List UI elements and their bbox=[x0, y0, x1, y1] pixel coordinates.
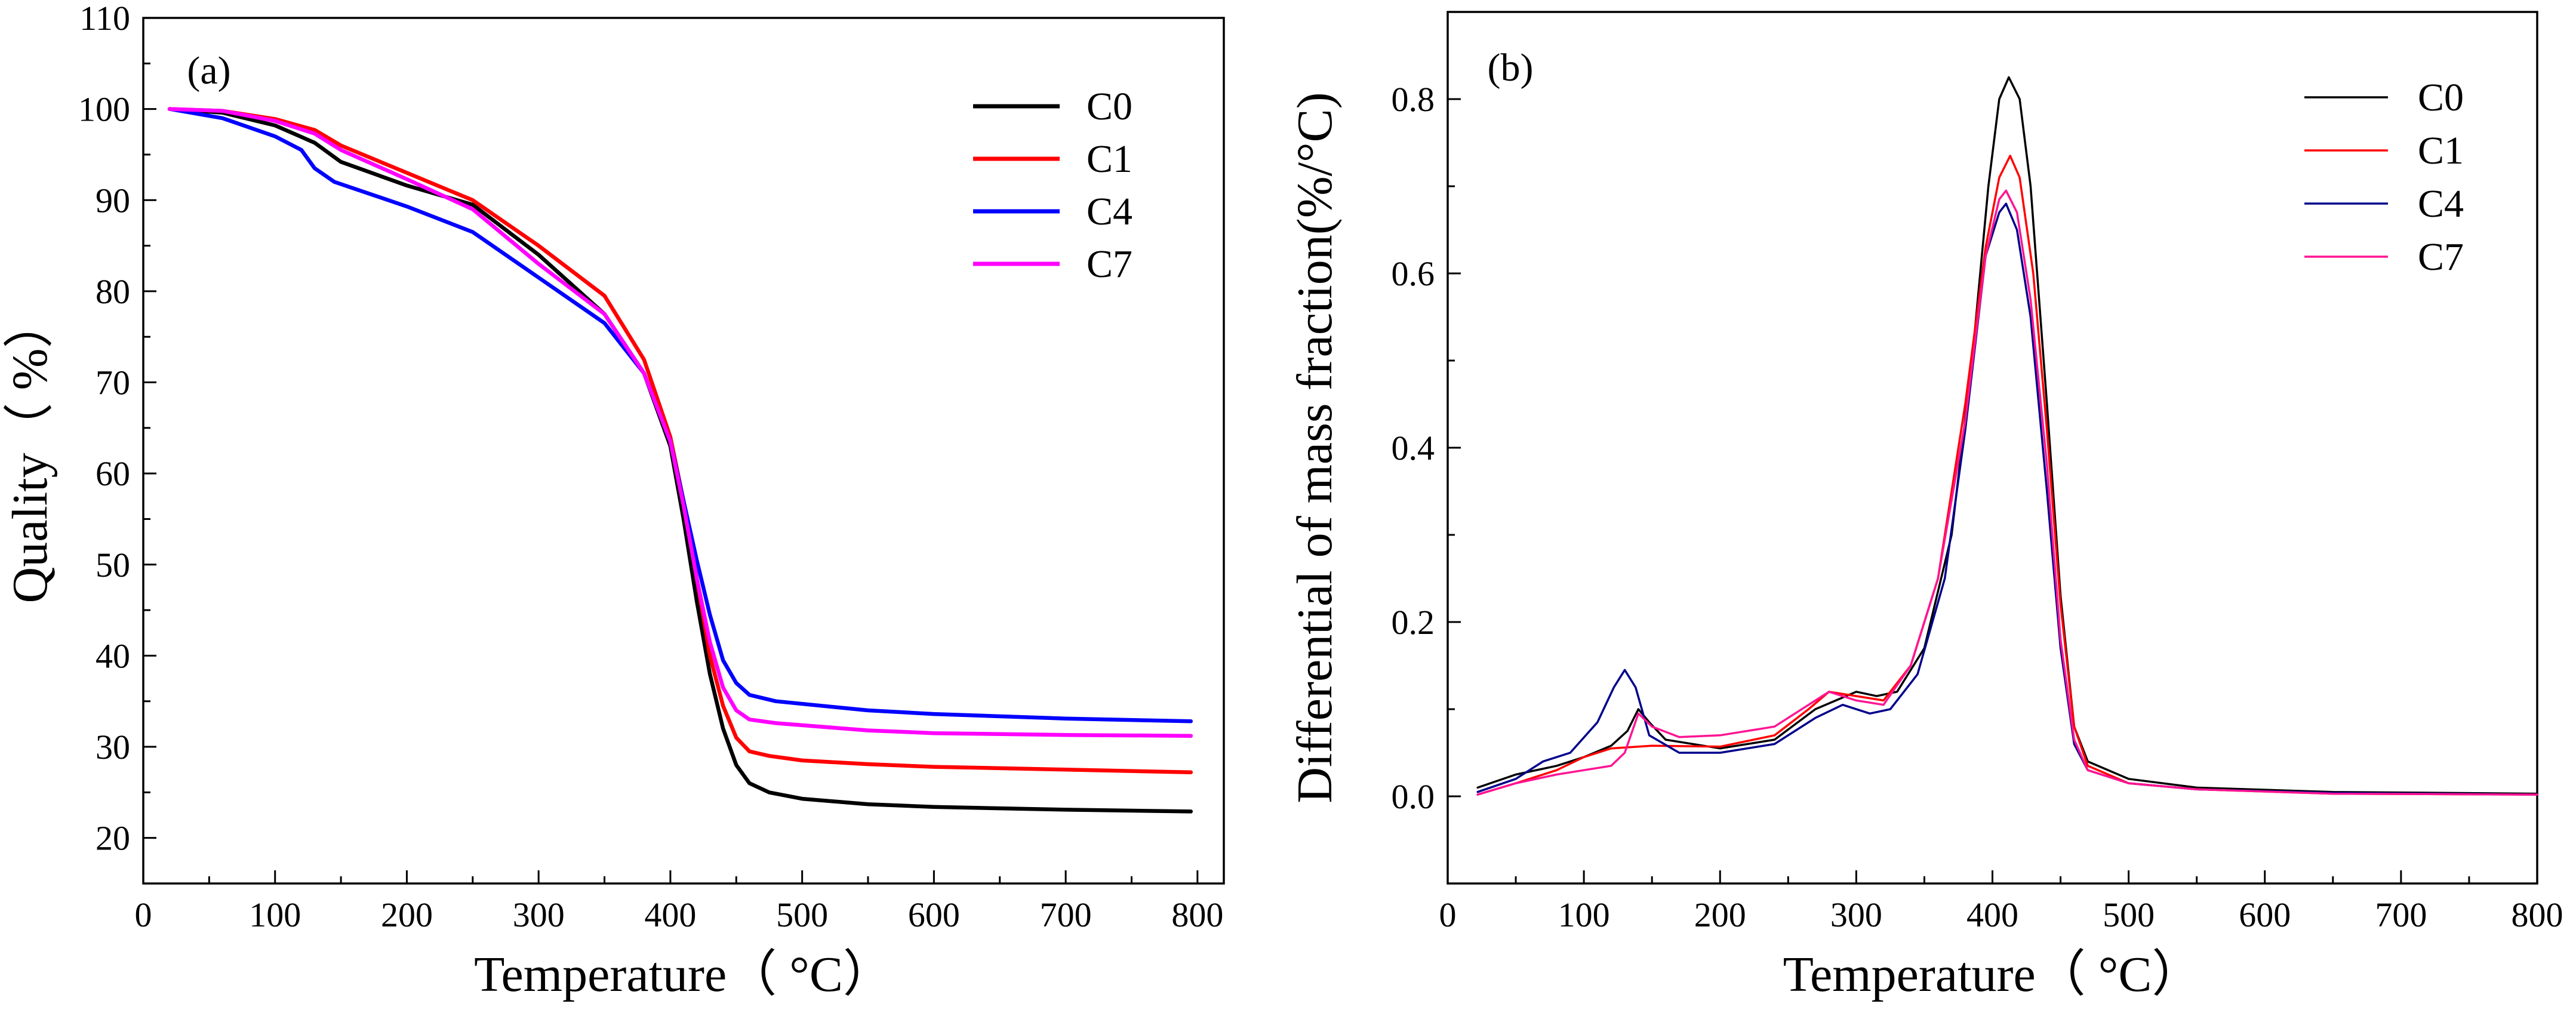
y-tick-label-b: 0.2 bbox=[1392, 603, 1435, 642]
y-tick-label-a: 100 bbox=[78, 90, 130, 129]
panel-label-a: (a) bbox=[187, 49, 230, 93]
y-tick-label-b: 0.6 bbox=[1392, 254, 1435, 293]
series-line-c7-a bbox=[167, 107, 1193, 738]
series-line-c4-a bbox=[167, 107, 1193, 723]
series-line-c1-b bbox=[1476, 155, 2538, 796]
series-line-c1-a bbox=[167, 107, 1193, 775]
series-line-c7-b bbox=[1476, 189, 2538, 796]
x-tick-label-a: 600 bbox=[908, 895, 960, 934]
y-axis-label-b: Differential of mass fraction(%/°C) bbox=[1287, 92, 1343, 803]
y-tick-label-a: 20 bbox=[96, 819, 130, 858]
chart-panel-b: 0 100 200 300 400 500 600 700 800 0.0 0.2 0.4 0.6 0.8… bbox=[1287, 11, 2563, 1002]
x-tick-label-a: 100 bbox=[249, 895, 301, 934]
series-line-c4-b bbox=[1476, 202, 2538, 796]
y-tick-label-a: 80 bbox=[96, 272, 130, 311]
x-tick-label-b: 600 bbox=[2239, 895, 2291, 934]
plot-frame-a bbox=[142, 17, 1225, 885]
x-tick-label-b: 300 bbox=[1830, 895, 1882, 934]
x-tick-label-a: 800 bbox=[1171, 895, 1223, 934]
x-axis-label-b: Temperature（ °C） bbox=[1783, 947, 2202, 1002]
x-tick-label-b: 500 bbox=[2103, 895, 2155, 934]
x-tick-label-a: 700 bbox=[1040, 895, 1092, 934]
legend-label-c1-a: C1 bbox=[1087, 137, 1132, 181]
y-tick-label-a: 90 bbox=[96, 181, 130, 220]
x-tick-label-b: 700 bbox=[2375, 895, 2427, 934]
y-tick-label-a: 70 bbox=[96, 364, 130, 402]
x-tick-label-b: 0 bbox=[1439, 895, 1457, 934]
x-tick-label-a: 400 bbox=[644, 895, 696, 934]
panel-label-b: (b) bbox=[1488, 46, 1534, 90]
y-tick-label-a: 50 bbox=[96, 546, 130, 584]
legend-label-c4-a: C4 bbox=[1087, 190, 1132, 233]
x-tick-label-a: 0 bbox=[135, 895, 152, 934]
legend-a: C0 C1 C4 C7 bbox=[973, 85, 1132, 286]
x-tick-label-a: 300 bbox=[513, 895, 565, 934]
plot-frame-b bbox=[1447, 11, 2538, 885]
legend-label-c0-a: C0 bbox=[1087, 85, 1132, 128]
series-line-c0-b bbox=[1476, 76, 2538, 795]
x-tick-label-b: 200 bbox=[1694, 895, 1746, 934]
legend-label-c4-b: C4 bbox=[2418, 182, 2464, 226]
x-tick-label-a: 200 bbox=[381, 895, 433, 934]
y-axis-label-a: Quality（ %） bbox=[2, 298, 58, 604]
legend-label-c1-b: C1 bbox=[2418, 129, 2464, 173]
chart-panel-a: 0 100 200 300 400 500 600 700 800 20 30 40 50 60 70 80 9… bbox=[2, 0, 1225, 1002]
y-tick-label-a: 60 bbox=[96, 454, 130, 493]
x-tick-label-a: 500 bbox=[776, 895, 828, 934]
legend-label-c7-a: C7 bbox=[1087, 242, 1132, 286]
x-tick-label-b: 400 bbox=[1966, 895, 2018, 934]
x-tick-label-b: 100 bbox=[1558, 895, 1610, 934]
y-tick-label-a: 30 bbox=[96, 728, 130, 766]
y-tick-label-b: 0.4 bbox=[1392, 429, 1435, 467]
x-axis-label-a: Temperature（ °C） bbox=[474, 947, 893, 1002]
x-tick-label-b: 800 bbox=[2512, 895, 2563, 934]
y-tick-label-a: 40 bbox=[96, 636, 130, 675]
legend-label-c7-b: C7 bbox=[2418, 235, 2464, 279]
legend-b: C0 C1 C4 C7 bbox=[2304, 76, 2464, 279]
y-tick-label-b: 0.8 bbox=[1392, 80, 1435, 119]
y-tick-label-a: 110 bbox=[79, 0, 130, 38]
legend-label-c0-b: C0 bbox=[2418, 76, 2464, 119]
series-line-c0-a bbox=[167, 107, 1193, 814]
y-tick-label-b: 0.0 bbox=[1392, 777, 1435, 816]
